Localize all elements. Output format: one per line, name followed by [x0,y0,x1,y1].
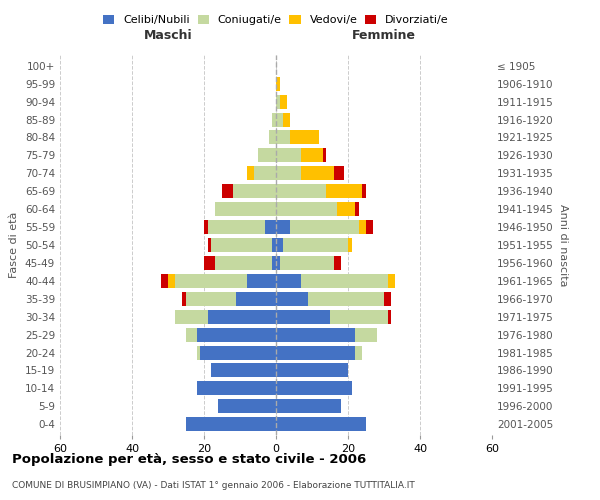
Bar [276,94,280,108]
Bar [290,130,319,144]
Bar [359,220,366,234]
Bar [301,274,388,288]
Bar [168,274,175,288]
Bar [283,238,348,252]
Bar [276,220,290,234]
Bar [276,400,341,413]
Bar [272,238,276,252]
Bar [233,184,276,198]
Bar [323,148,326,162]
Bar [388,310,391,324]
Bar [211,238,272,252]
Bar [276,112,283,126]
Bar [247,274,276,288]
Bar [301,148,323,162]
Bar [215,202,276,216]
Bar [388,274,395,288]
Bar [272,112,276,126]
Text: Maschi: Maschi [143,30,193,43]
Bar [218,400,276,413]
Bar [175,310,208,324]
Bar [384,292,391,306]
Bar [276,364,348,378]
Bar [258,148,276,162]
Bar [186,328,197,342]
Bar [208,220,265,234]
Bar [355,328,377,342]
Bar [197,346,200,360]
Y-axis label: Anni di nascita: Anni di nascita [557,204,568,286]
Bar [197,328,276,342]
Bar [362,184,366,198]
Bar [204,220,208,234]
Bar [276,328,355,342]
Bar [161,274,168,288]
Bar [276,184,326,198]
Bar [265,220,276,234]
Bar [276,418,366,431]
Bar [276,274,301,288]
Bar [276,202,337,216]
Bar [334,256,341,270]
Bar [186,418,276,431]
Bar [276,76,280,90]
Bar [175,274,247,288]
Bar [222,184,233,198]
Bar [276,166,301,180]
Bar [326,184,362,198]
Bar [272,256,276,270]
Text: COMUNE DI BRUSIMPIANO (VA) - Dati ISTAT 1° gennaio 2006 - Elaborazione TUTTITALI: COMUNE DI BRUSIMPIANO (VA) - Dati ISTAT … [12,480,415,490]
Bar [290,220,359,234]
Bar [334,166,344,180]
Bar [200,346,276,360]
Bar [366,220,373,234]
Bar [204,256,215,270]
Bar [330,310,388,324]
Bar [215,256,272,270]
Bar [269,130,276,144]
Bar [337,202,355,216]
Bar [276,292,308,306]
Bar [182,292,186,306]
Bar [276,130,290,144]
Y-axis label: Fasce di età: Fasce di età [10,212,19,278]
Bar [208,310,276,324]
Bar [236,292,276,306]
Bar [208,238,211,252]
Bar [254,166,276,180]
Bar [280,94,287,108]
Bar [280,256,334,270]
Bar [276,310,330,324]
Bar [197,382,276,396]
Bar [355,202,359,216]
Bar [355,346,362,360]
Text: Popolazione per età, sesso e stato civile - 2006: Popolazione per età, sesso e stato civil… [12,452,366,466]
Bar [186,292,236,306]
Bar [276,238,283,252]
Bar [211,364,276,378]
Bar [348,238,352,252]
Bar [301,166,334,180]
Text: Femmine: Femmine [352,30,416,43]
Legend: Celibi/Nubili, Coniugati/e, Vedovi/e, Divorziati/e: Celibi/Nubili, Coniugati/e, Vedovi/e, Di… [103,15,449,26]
Bar [276,148,301,162]
Bar [283,112,290,126]
Bar [276,256,280,270]
Bar [247,166,254,180]
Bar [276,382,352,396]
Bar [308,292,384,306]
Bar [276,346,355,360]
